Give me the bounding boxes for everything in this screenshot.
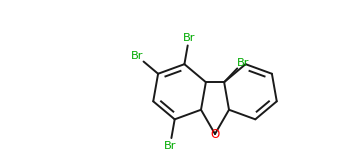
Text: Br: Br [131, 51, 144, 61]
Text: Br: Br [183, 33, 195, 43]
Text: Br: Br [236, 58, 249, 68]
Text: Br: Br [164, 141, 176, 151]
Text: O: O [210, 127, 219, 140]
